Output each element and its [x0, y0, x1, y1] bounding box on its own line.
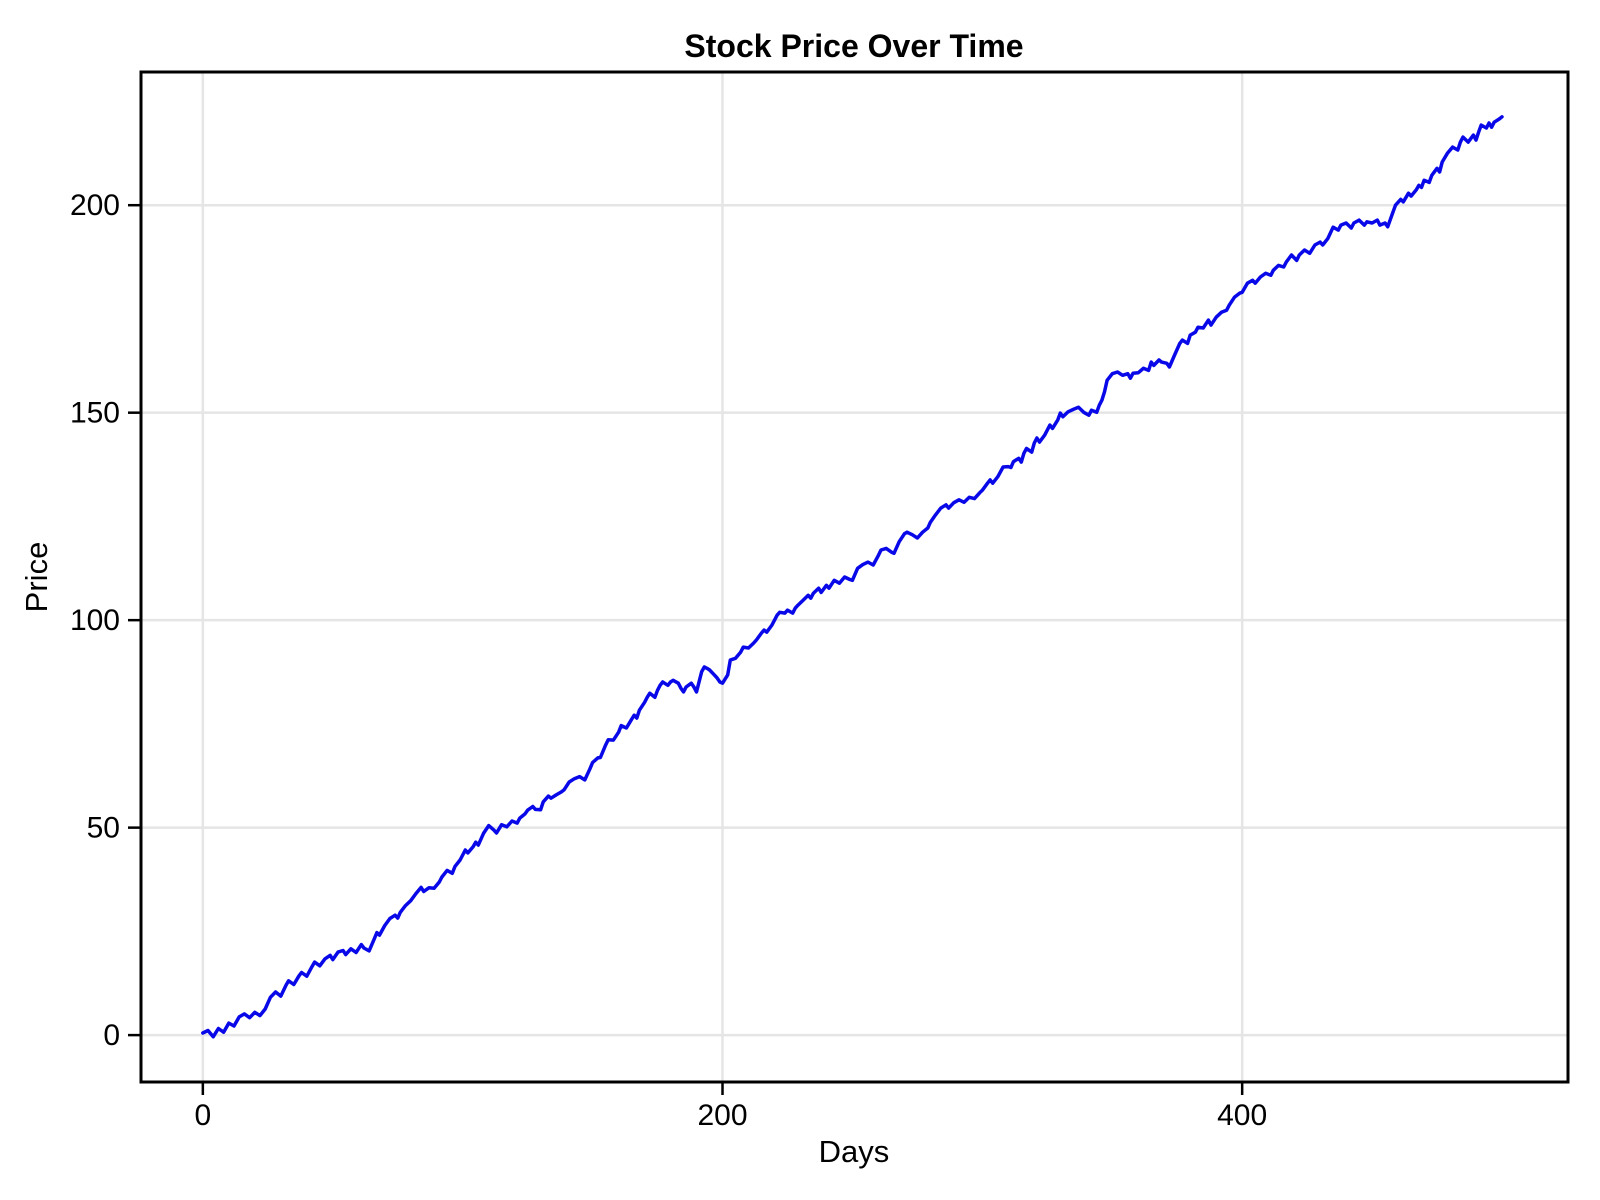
axis-tick-labels: 0 200 400 0 50 100 150 200: [70, 189, 1267, 1132]
x-tick-label: 200: [697, 1099, 747, 1132]
plot-frame: [139, 70, 1570, 1084]
axis-tick-marks: [128, 203, 1244, 1095]
x-tick-label: 400: [1217, 1099, 1267, 1132]
y-tick-label: 150: [70, 397, 120, 430]
y-tick-label: 200: [70, 189, 120, 222]
chart-title: Stock Price Over Time: [684, 28, 1023, 64]
y-axis-label: Price: [19, 542, 54, 613]
x-axis-label: Days: [819, 1134, 890, 1169]
y-tick-label: 0: [103, 1019, 120, 1052]
y-tick-label: 50: [87, 812, 120, 845]
y-tick-label: 100: [70, 604, 120, 637]
price-line-series: [201, 115, 1504, 1039]
x-tick-label: 0: [194, 1099, 211, 1132]
gridlines: [141, 72, 1568, 1082]
